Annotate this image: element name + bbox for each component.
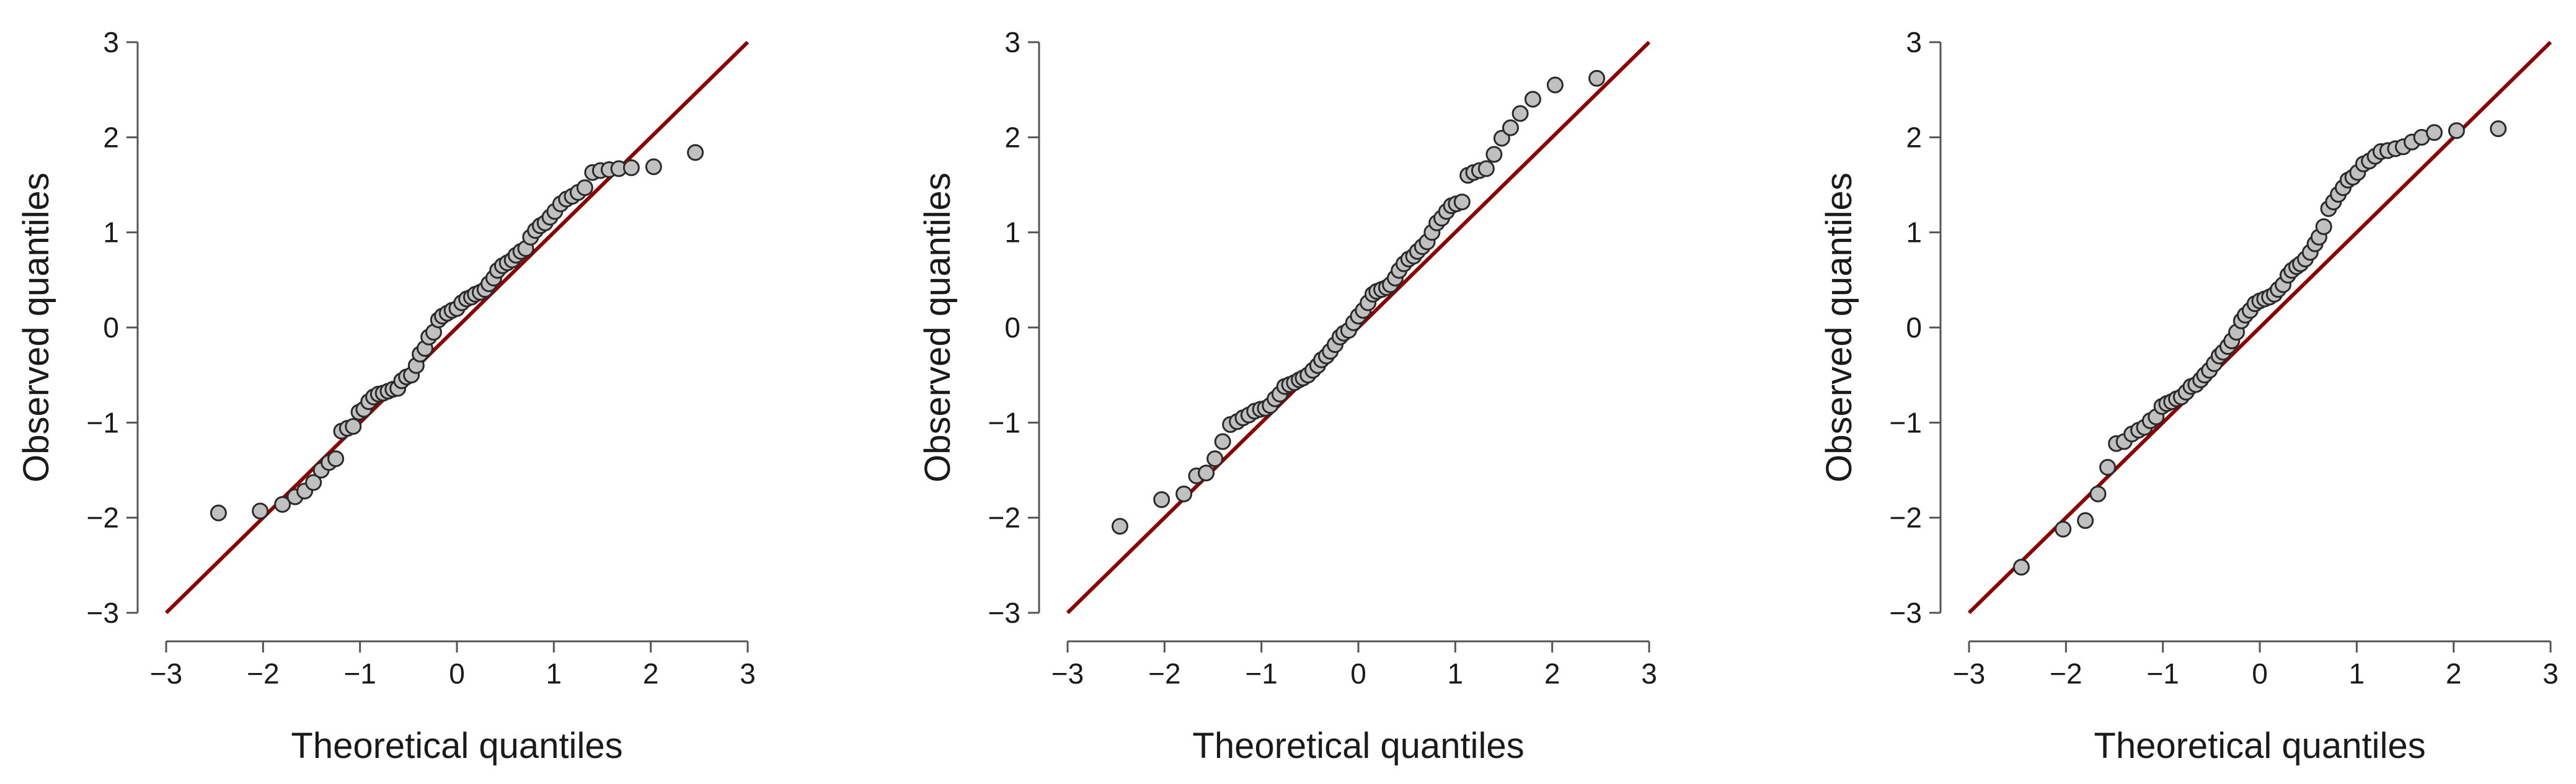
x-axis: −3 −2 −1 0 1 2 3 Theoretical quantiles (1051, 640, 1657, 766)
x-tick-label: 2 (1544, 657, 1560, 690)
x-tick-label: −3 (1051, 657, 1084, 690)
x-axis: −3 −2 −1 0 1 2 3 Theoretical quantiles (150, 640, 756, 766)
y-tick-label: −1 (988, 406, 1020, 439)
x-tick-label: 0 (449, 657, 465, 690)
data-point (1206, 450, 1224, 468)
data-point (2012, 558, 2030, 576)
y-tick-label: 0 (103, 311, 119, 344)
x-axis-label: Theoretical quantiles (291, 726, 622, 766)
y-tick-label: 1 (103, 216, 119, 249)
x-tick-label: 0 (1350, 657, 1366, 690)
data-point (2099, 458, 2117, 476)
x-tick-label: −2 (1148, 657, 1180, 690)
data-point (274, 496, 291, 513)
data-point (1524, 91, 1541, 108)
data-points (1111, 69, 1606, 535)
y-tick-label: −3 (1890, 597, 1922, 629)
x-tick-label: −2 (2050, 657, 2082, 690)
y-tick-label: 0 (1906, 311, 1922, 344)
data-points (2012, 120, 2507, 576)
data-point (1477, 160, 1495, 177)
qq-panel-3: −3 −2 −1 0 1 2 3 Theoretical quantiles −3 −2 −1 0 1 2… (1819, 26, 2559, 766)
y-axis: −3 −2 −1 0 1 2 3 Observed quantiles (918, 26, 1040, 629)
y-tick-label: 2 (103, 121, 119, 153)
x-tick-label: −1 (343, 657, 376, 690)
y-tick-label: −2 (87, 502, 119, 534)
data-point (1493, 130, 1510, 147)
x-tick-label: 0 (2252, 657, 2268, 690)
data-points (210, 144, 704, 522)
data-point (1153, 491, 1171, 509)
y-tick-label: 1 (1906, 216, 1922, 249)
y-tick-label: −1 (1890, 406, 1922, 439)
y-tick-label: 1 (1004, 216, 1020, 249)
data-point (687, 144, 704, 161)
y-tick-label: 2 (1004, 121, 1020, 153)
y-axis: −3 −2 −1 0 1 2 3 Observed quantiles (16, 26, 139, 629)
x-tick-label: −1 (1245, 657, 1277, 690)
data-point (1502, 119, 1519, 136)
x-tick-label: 1 (1448, 657, 1464, 690)
data-point (1546, 76, 1564, 94)
data-point (252, 502, 269, 520)
y-axis-label: Observed quantiles (1819, 172, 1859, 483)
data-point (1175, 485, 1193, 502)
y-axis-label: Observed quantiles (918, 172, 958, 483)
data-point (327, 450, 345, 468)
x-tick-label: 2 (643, 657, 659, 690)
x-tick-label: 3 (740, 657, 756, 690)
data-point (305, 474, 322, 491)
x-tick-label: 3 (1641, 657, 1657, 690)
data-point (2077, 512, 2094, 529)
data-point (1512, 105, 1529, 122)
x-tick-label: 1 (546, 657, 562, 690)
y-tick-label: −3 (87, 597, 119, 629)
data-point (1588, 69, 1606, 87)
y-tick-label: −2 (1890, 502, 1922, 534)
x-tick-label: −2 (247, 657, 279, 690)
data-point (645, 158, 662, 176)
data-point (210, 504, 227, 522)
data-point (1453, 194, 1471, 211)
data-point (2315, 218, 2332, 235)
y-tick-label: 0 (1004, 311, 1020, 344)
y-tick-label: 3 (1906, 26, 1922, 58)
x-tick-label: 2 (2446, 657, 2462, 690)
qq-panel-1: −3 −2 −1 0 1 2 3 Theoretical quantiles −3 −2 −1 0 1 2… (16, 26, 756, 766)
x-axis-label: Theoretical quantiles (2094, 726, 2425, 766)
data-point (576, 179, 593, 197)
data-point (2089, 485, 2107, 502)
x-tick-label: −3 (150, 657, 182, 690)
y-axis: −3 −2 −1 0 1 2 3 Observed quantiles (1819, 26, 1942, 629)
x-tick-label: 1 (2349, 657, 2365, 690)
y-tick-label: −3 (988, 597, 1020, 629)
data-point (2448, 122, 2465, 140)
y-axis-label: Observed quantiles (16, 172, 56, 483)
data-point (2055, 520, 2072, 538)
x-axis: −3 −2 −1 0 1 2 3 Theoretical quantiles (1953, 640, 2559, 766)
data-point (1111, 517, 1128, 535)
y-tick-label: 3 (1004, 26, 1020, 58)
reference-line (164, 40, 750, 615)
y-tick-label: 2 (1906, 121, 1922, 153)
x-tick-label: −3 (1953, 657, 1985, 690)
y-tick-label: 3 (103, 26, 119, 58)
data-point (1198, 465, 1215, 482)
data-point (2425, 124, 2443, 141)
data-point (622, 159, 640, 176)
data-point (1214, 433, 1231, 450)
x-axis-label: Theoretical quantiles (1192, 726, 1524, 766)
data-point (345, 417, 362, 435)
y-tick-label: −1 (87, 406, 119, 439)
x-tick-label: −1 (2146, 657, 2179, 690)
y-tick-label: −2 (988, 502, 1020, 534)
x-tick-label: 3 (2543, 657, 2559, 690)
data-point (2490, 120, 2507, 138)
qq-panel-2: −3 −2 −1 0 1 2 3 Theoretical quantiles −3 −2 −1 0 1 2… (918, 26, 1657, 766)
data-point (1485, 146, 1503, 163)
